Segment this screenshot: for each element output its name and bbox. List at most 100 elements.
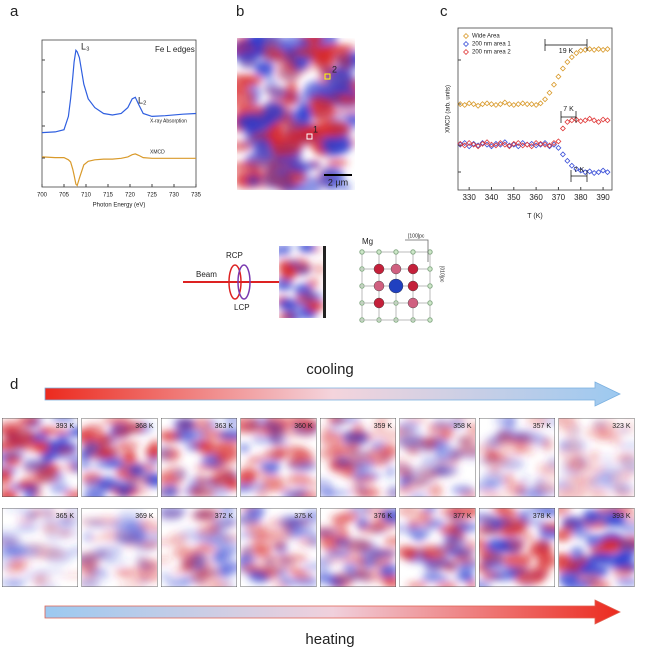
domain bbox=[466, 422, 476, 436]
domain bbox=[251, 434, 278, 445]
x-tick-label: 710 bbox=[81, 193, 92, 199]
domain bbox=[98, 571, 111, 581]
temperature-label: 358 K bbox=[453, 423, 472, 430]
domain bbox=[440, 581, 457, 587]
data-point bbox=[501, 141, 508, 148]
domain bbox=[321, 426, 333, 435]
domain bbox=[148, 439, 158, 450]
domain bbox=[450, 556, 476, 565]
domain bbox=[245, 521, 268, 534]
domain bbox=[83, 441, 100, 454]
atom bbox=[407, 263, 419, 275]
domain bbox=[304, 291, 323, 303]
domain bbox=[306, 533, 317, 547]
data-point bbox=[457, 101, 464, 108]
domain bbox=[161, 556, 171, 564]
domain bbox=[541, 522, 555, 531]
data-point bbox=[475, 102, 482, 109]
map-texture bbox=[558, 418, 635, 497]
domain bbox=[599, 537, 625, 553]
domain bbox=[262, 85, 288, 95]
domain bbox=[462, 435, 476, 445]
domain bbox=[313, 263, 323, 275]
x-tick-label: 730 bbox=[169, 193, 180, 199]
atom bbox=[390, 263, 402, 275]
data-point bbox=[537, 140, 544, 147]
series-line bbox=[41, 48, 197, 134]
domain bbox=[399, 523, 417, 534]
map-texture bbox=[479, 508, 555, 587]
domain bbox=[254, 60, 275, 77]
data-point bbox=[573, 165, 580, 172]
panel-label: d bbox=[10, 376, 18, 393]
domain bbox=[126, 476, 152, 486]
data-point bbox=[519, 100, 526, 107]
data-point bbox=[515, 140, 522, 146]
domain bbox=[263, 75, 278, 89]
data-point bbox=[542, 140, 549, 146]
x-tick-label: 370 bbox=[552, 193, 566, 202]
data-point bbox=[457, 140, 464, 147]
domain bbox=[621, 464, 635, 477]
domain bbox=[346, 113, 355, 126]
domain bbox=[339, 508, 359, 522]
domain bbox=[399, 468, 415, 477]
map bbox=[161, 418, 237, 497]
domain bbox=[585, 486, 605, 496]
map bbox=[2, 418, 78, 497]
domain bbox=[348, 440, 362, 451]
domain bbox=[214, 451, 237, 467]
data-point bbox=[586, 46, 593, 53]
domain bbox=[55, 446, 75, 455]
domain bbox=[558, 529, 572, 542]
domain bbox=[541, 508, 555, 518]
heating-arrow bbox=[44, 599, 621, 625]
data-point bbox=[524, 141, 531, 148]
domain bbox=[406, 582, 428, 587]
domain bbox=[265, 418, 287, 428]
domain bbox=[526, 418, 548, 428]
x-tick-label: 330 bbox=[462, 193, 476, 202]
temperature-label: 369 K bbox=[135, 513, 154, 520]
data-point bbox=[604, 117, 611, 124]
domain bbox=[383, 536, 396, 546]
atom bbox=[427, 283, 433, 289]
x-tick-label: 705 bbox=[59, 193, 70, 199]
domain bbox=[18, 418, 39, 427]
map-texture bbox=[2, 418, 78, 497]
domain bbox=[521, 431, 533, 444]
domain bbox=[81, 577, 102, 587]
domain bbox=[144, 562, 158, 572]
domain bbox=[60, 572, 78, 579]
domain bbox=[280, 577, 297, 587]
legend-label: 200 nm area 1 bbox=[472, 42, 511, 48]
temperature-label: 368 K bbox=[135, 423, 154, 430]
domain bbox=[279, 298, 299, 311]
data-point bbox=[524, 101, 531, 108]
domain bbox=[432, 418, 449, 430]
domain bbox=[366, 447, 395, 455]
domain bbox=[587, 579, 611, 587]
map-texture bbox=[320, 508, 396, 587]
domain bbox=[118, 581, 147, 587]
domain bbox=[161, 445, 173, 461]
data-point bbox=[492, 142, 499, 149]
domain bbox=[600, 522, 628, 529]
domain bbox=[259, 156, 286, 172]
temperature-label: 357 K bbox=[533, 423, 552, 430]
map-texture bbox=[399, 418, 476, 497]
domain bbox=[193, 534, 213, 543]
domain bbox=[284, 51, 297, 75]
map bbox=[558, 508, 635, 587]
domain bbox=[240, 480, 268, 493]
data-point bbox=[466, 100, 473, 107]
data-point bbox=[546, 89, 553, 96]
domain bbox=[224, 418, 237, 428]
domain bbox=[274, 540, 286, 551]
data-point bbox=[595, 118, 602, 125]
domain bbox=[496, 434, 515, 449]
domain bbox=[558, 418, 578, 427]
data-point bbox=[559, 65, 566, 72]
data-point bbox=[470, 101, 477, 108]
